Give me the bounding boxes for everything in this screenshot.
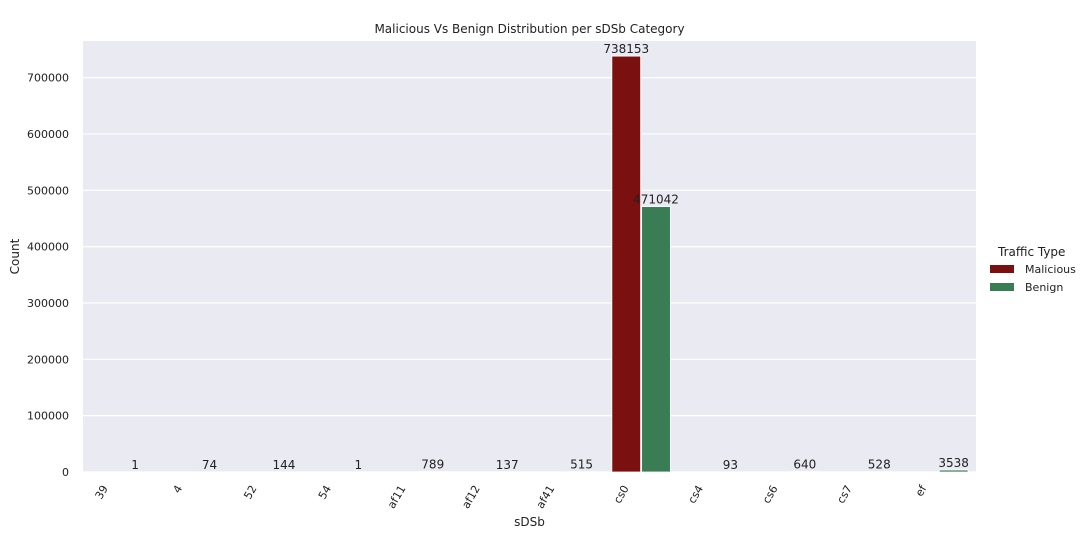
data-label: 137 — [496, 458, 519, 472]
legend-label-malicious: Malicious — [1025, 263, 1076, 276]
x-tick-label: cs4 — [685, 483, 706, 506]
data-label: 789 — [421, 458, 444, 472]
data-label: 640 — [793, 458, 816, 472]
bars — [120, 55, 969, 473]
x-tick-label: 52 — [241, 483, 259, 502]
data-label: 93 — [723, 458, 738, 472]
legend-swatch-malicious — [990, 265, 1014, 273]
y-tick-label: 500000 — [27, 184, 69, 197]
data-label: 471042 — [633, 193, 679, 207]
x-tick-label: af11 — [385, 483, 409, 511]
y-tick-label: 100000 — [27, 410, 69, 423]
y-tick-label: 700000 — [27, 72, 69, 85]
y-tick-label: 0 — [62, 466, 69, 479]
data-label: 1 — [355, 458, 363, 472]
legend-title: Traffic Type — [997, 245, 1065, 259]
data-label: 528 — [868, 458, 891, 472]
x-tick-label: af12 — [459, 483, 483, 511]
y-tick-label: 400000 — [27, 241, 69, 254]
bar-benign — [641, 206, 671, 473]
x-tick-label: 4 — [170, 483, 185, 496]
y-axis-label: Count — [8, 238, 22, 274]
x-tick-label: af41 — [534, 483, 558, 511]
y-tick-label: 200000 — [27, 353, 69, 366]
data-label: 3538 — [938, 456, 969, 470]
data-label: 1 — [131, 458, 139, 472]
y-tick-label: 300000 — [27, 297, 69, 310]
x-axis: 39 4 52 54 af11 af12 af41 cs0 cs4 cs6 cs7 ef — [93, 482, 930, 511]
grid-lines — [83, 77, 976, 473]
data-label: 515 — [570, 458, 593, 472]
y-tick-label: 600000 — [27, 128, 69, 141]
bar-benign — [938, 469, 969, 473]
x-tick-label: 54 — [316, 483, 334, 502]
legend: Traffic Type Malicious Benign — [990, 245, 1076, 294]
bar-malicious — [611, 55, 642, 473]
y-axis: 0 100000 200000 300000 400000 500000 600000 700… — [27, 72, 69, 479]
data-label: 74 — [202, 458, 217, 472]
x-tick-label: ef — [913, 482, 930, 499]
chart-title: Malicious Vs Benign Distribution per sDS… — [374, 22, 684, 36]
legend-label-benign: Benign — [1025, 281, 1063, 294]
plot-background — [83, 41, 976, 472]
legend-swatch-benign — [990, 283, 1014, 291]
data-label: 144 — [272, 458, 295, 472]
x-tick-label: cs7 — [834, 483, 855, 506]
data-label: 738153 — [603, 42, 649, 56]
x-tick-label: cs6 — [760, 483, 781, 506]
x-axis-label: sDSb — [514, 515, 545, 529]
x-tick-label: cs0 — [611, 483, 632, 506]
x-tick-label: 39 — [93, 483, 111, 502]
